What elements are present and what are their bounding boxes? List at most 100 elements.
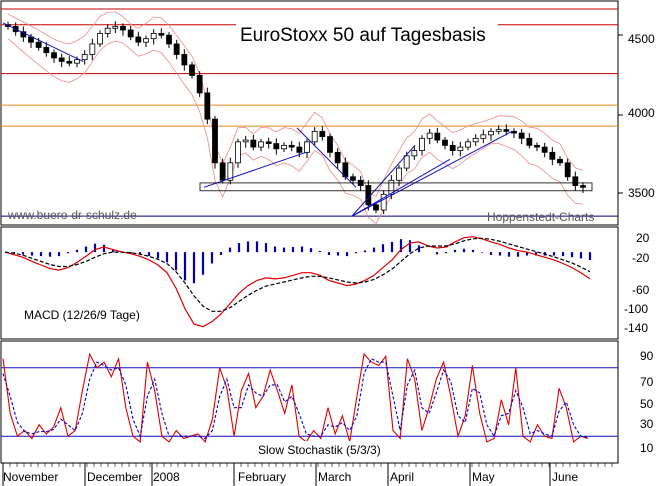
candle-body-21 [166, 34, 172, 45]
candle-body-49 [380, 193, 387, 211]
candle-body-73 [564, 162, 571, 178]
candle-body-58 [449, 144, 456, 151]
candle-body-26 [204, 92, 211, 120]
candle-body-32 [250, 139, 257, 148]
candle-body-28 [219, 162, 226, 181]
candle-body-74 [572, 176, 579, 186]
stoch-tick-50: 50 [640, 397, 654, 411]
macd-tick-minus100: -100 [624, 302, 648, 316]
candle-body-18 [143, 38, 149, 43]
candle-body-54 [419, 137, 425, 151]
chart-title: EuroStoxx 50 auf Tagesbasis [240, 25, 486, 46]
candle-body-52 [403, 155, 410, 169]
x-label-april: April [390, 470, 414, 484]
candle-body-68 [526, 137, 533, 146]
price-tick-4500: 4500 [628, 32, 655, 46]
candle-body-7 [58, 57, 65, 62]
macd-panel-frame [0, 226, 619, 340]
x-label-february: February [238, 470, 286, 484]
candle-body-8 [66, 61, 73, 64]
candle-body-19 [150, 33, 157, 40]
watermark-right: Hoppenstedt-Charts [487, 210, 594, 224]
candle-body-4 [35, 41, 42, 48]
candle-body-10 [81, 54, 88, 61]
watermark-left: www.buero-dr-schulz.de [7, 208, 137, 222]
trend-line-2 [296, 127, 357, 188]
trend-line-1 [203, 151, 307, 188]
candle-body-9 [74, 59, 80, 64]
stoch-tick-30: 30 [640, 417, 654, 431]
stoch-tick-90: 90 [640, 349, 654, 363]
candle-body-63 [488, 130, 494, 136]
candle-body-15 [120, 26, 126, 31]
candle-body-33 [258, 141, 264, 148]
stochastic-layer [1, 352, 618, 443]
candle-body-65 [503, 129, 510, 132]
axis-layer [2, 34, 623, 486]
macd-series-1 [4, 237, 591, 312]
x-label-november: November [3, 470, 58, 484]
stoch-series-0 [2, 352, 589, 443]
stoch-series-1 [2, 357, 589, 440]
candle-body-5 [43, 47, 50, 54]
stochastic-label: Slow Stochastik (5/3/3) [258, 443, 381, 457]
candle-body-70 [541, 146, 548, 153]
candle-body-67 [518, 132, 525, 139]
macd-layer [4, 236, 592, 328]
x-label-june: June [552, 470, 578, 484]
candle-body-43 [334, 151, 341, 164]
candle-body-12 [97, 33, 103, 45]
candle-body-71 [549, 151, 556, 160]
stoch-tick-70: 70 [640, 375, 654, 389]
candle-body-41 [319, 130, 326, 137]
x-label-may: May [472, 470, 495, 484]
price-tick-3500: 3500 [628, 186, 655, 200]
candle-body-72 [557, 158, 563, 164]
stochastic-label-background [256, 441, 392, 457]
candle-body-23 [181, 54, 188, 66]
candle-body-25 [196, 75, 203, 94]
candle-body-59 [457, 146, 464, 151]
price-layer [1, 8, 618, 225]
candle-body-29 [227, 162, 234, 181]
candle-body-27 [212, 118, 218, 164]
band-lower [7, 38, 584, 225]
candle-body-60 [465, 141, 471, 148]
candle-body-75 [580, 185, 586, 188]
candle-body-48 [373, 204, 379, 211]
macd-tick-20: 20 [636, 231, 650, 245]
candle-body-30 [235, 141, 241, 164]
candle-body-35 [273, 143, 280, 150]
candle-body-57 [442, 139, 448, 146]
candle-body-14 [112, 26, 119, 29]
candle-body-40 [311, 130, 318, 143]
candle-body-31 [242, 139, 249, 143]
macd-series-0 [4, 236, 591, 328]
macd-tick-minus20: -20 [632, 251, 650, 265]
candle-body-45 [350, 176, 356, 181]
trend-line-5 [351, 130, 513, 217]
candle-body-22 [173, 43, 180, 55]
x-label-2008: 2008 [153, 470, 180, 484]
candle-body-56 [434, 132, 441, 141]
candle-body-39 [304, 141, 310, 153]
support-box [199, 182, 593, 192]
candle-body-66 [511, 130, 517, 134]
candle-body-17 [135, 36, 142, 43]
x-label-march: March [318, 470, 351, 484]
candle-body-50 [388, 179, 395, 195]
macd-tick-minus140: -140 [624, 321, 648, 335]
candle-body-64 [495, 129, 502, 132]
price-tick-4000: 4000 [628, 106, 655, 120]
candle-body-42 [327, 136, 333, 153]
candle-body-6 [51, 52, 57, 59]
candle-body-53 [411, 150, 418, 157]
candle-body-37 [288, 144, 295, 148]
trend-line-3 [351, 145, 416, 217]
title-background [236, 21, 498, 45]
band-upper [7, 11, 584, 198]
macd-tick-minus60: -60 [632, 283, 650, 297]
candle-body-38 [296, 146, 303, 153]
candle-body-34 [265, 141, 272, 144]
candle-body-62 [480, 134, 487, 139]
